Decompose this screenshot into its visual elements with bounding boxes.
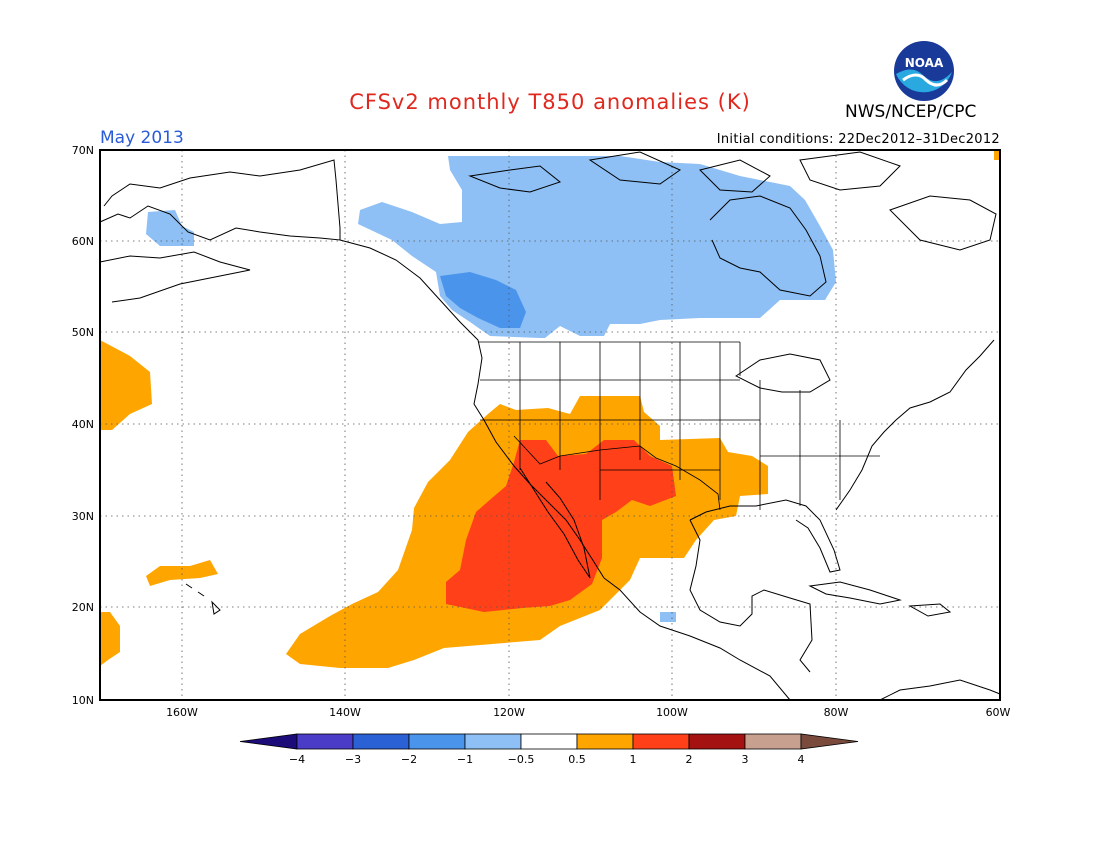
forecast-month: May 2013 — [100, 128, 184, 148]
positive-anomaly-region — [100, 612, 120, 666]
coastlines — [99, 151, 1001, 701]
positive-anomaly-region — [146, 560, 218, 586]
colorbar-segment — [576, 733, 634, 750]
colorbar-segment — [408, 733, 466, 750]
lat-label: 70N — [72, 144, 94, 157]
latitude-axis: 70N 60N 50N 40N 30N 20N 10N — [72, 144, 94, 707]
lat-lon-grid — [100, 150, 1000, 700]
map-title: CFSv2 monthly T850 anomalies (K) — [349, 90, 751, 114]
colorbar-segment — [800, 733, 859, 750]
lon-label: 140W — [329, 706, 361, 719]
lon-label: 80W — [824, 706, 849, 719]
colorbar-label: 3 — [742, 753, 749, 766]
lat-label: 50N — [72, 326, 94, 339]
lon-label: 100W — [656, 706, 688, 719]
lat-label: 60N — [72, 235, 94, 248]
map-frame — [99, 149, 1001, 701]
colorbar: −4 −3 −2 −1 −0.5 0.5 1 2 3 4 — [239, 733, 859, 766]
strong-positive-anomaly-core — [446, 440, 676, 612]
colorbar-label: −4 — [289, 753, 305, 766]
lat-label: 10N — [72, 694, 94, 707]
anomaly-fields — [100, 150, 1000, 668]
colorbar-label: 0.5 — [568, 753, 586, 766]
positive-anomaly-region — [100, 340, 152, 430]
colorbar-segment — [239, 733, 298, 750]
lon-label: 120W — [493, 706, 525, 719]
colorbar-label: 2 — [686, 753, 693, 766]
svg-text:NOAA: NOAA — [905, 56, 944, 70]
colorbar-label: −2 — [401, 753, 417, 766]
colorbar-label: −1 — [457, 753, 473, 766]
colorbar-segment — [744, 733, 802, 750]
colorbar-segment — [352, 733, 410, 750]
negative-anomaly-region — [358, 156, 836, 338]
colorbar-segment — [688, 733, 746, 750]
negative-anomaly-region — [146, 210, 194, 246]
longitude-axis: 160W 140W 120W 100W 80W 60W — [166, 706, 1010, 719]
negative-anomaly-spot — [660, 612, 676, 622]
colorbar-segment — [520, 733, 578, 750]
lat-label: 20N — [72, 601, 94, 614]
colorbar-segment — [296, 733, 354, 750]
colorbar-label: −0.5 — [508, 753, 535, 766]
organization-label: NWS/NCEP/CPC — [845, 102, 977, 122]
positive-anomaly-spot — [994, 150, 1000, 160]
lon-label: 160W — [166, 706, 198, 719]
lat-label: 30N — [72, 510, 94, 523]
colorbar-segment — [464, 733, 522, 750]
colorbar-label: 4 — [798, 753, 805, 766]
state-borders — [478, 341, 880, 511]
colorbar-label: 1 — [630, 753, 637, 766]
colorbar-label: −3 — [345, 753, 361, 766]
lat-label: 40N — [72, 418, 94, 431]
initial-conditions: Initial conditions: 22Dec2012–31Dec2012 — [716, 132, 1000, 147]
negative-anomaly-core — [440, 272, 526, 328]
lon-label: 60W — [986, 706, 1011, 719]
colorbar-segment — [632, 733, 690, 750]
noaa-logo-icon: NOAA — [894, 41, 954, 101]
